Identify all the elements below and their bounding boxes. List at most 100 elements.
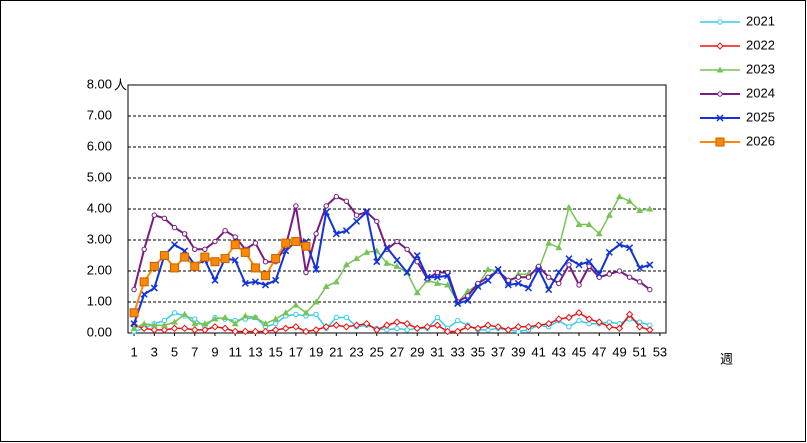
data-point [383,321,391,329]
data-point [616,268,623,274]
data-point [555,244,563,251]
data-point [192,246,198,253]
data-point [139,277,149,287]
data-point [393,256,401,264]
data-point [626,244,634,252]
data-point [129,308,139,318]
x-tick-label: 9 [211,344,218,359]
data-point [353,217,361,225]
x-tick-label: 51 [632,344,646,359]
data-point [149,261,159,271]
series-line [133,208,651,325]
data-point [433,273,441,281]
data-point [342,227,350,235]
data-point [140,320,148,327]
data-point [464,296,472,304]
data-point [240,247,250,257]
data-point [575,221,583,227]
data-point [312,265,320,273]
legend-marker [716,66,724,73]
data-point [595,270,603,278]
data-point [181,231,188,237]
data-point [404,327,410,333]
data-point [433,279,441,286]
data-point [140,290,148,298]
data-point [545,286,553,294]
data-point [514,270,522,277]
x-tick-label: 11 [228,344,242,359]
y-tick-label: 5.00 [87,169,112,184]
data-point [250,263,260,273]
data-point [332,321,341,329]
x-tick-label: 1 [130,344,137,359]
data-point [302,327,310,336]
data-point [161,215,168,222]
data-point [565,203,573,210]
x-tick-label: 5 [171,344,178,359]
data-point [383,259,391,266]
data-point [251,327,260,336]
data-point [272,315,280,322]
data-point [545,239,553,246]
x-tick-label: 49 [612,344,626,359]
data-point [150,326,159,334]
data-point [637,279,643,285]
x-tick-label: 21 [329,344,343,359]
data-point [202,246,208,253]
data-point [252,240,259,246]
data-point [575,261,583,269]
data-point [262,259,269,265]
data-point [484,321,492,329]
data-point [404,246,410,253]
data-point [190,261,200,271]
data-point [413,324,421,333]
data-point [423,323,432,331]
x-tick-label: 37 [491,344,505,359]
data-point [181,310,189,317]
data-point [251,278,259,286]
x-tick-label: 35 [471,344,485,359]
data-point [606,271,613,277]
data-point [494,323,502,331]
data-point [292,323,300,331]
data-point [262,320,270,327]
data-point [210,257,220,267]
data-point [534,321,543,329]
data-point [373,258,381,266]
data-point [535,265,543,273]
data-point [566,262,572,268]
data-point [292,301,300,308]
data-point [575,309,583,317]
data-point [394,325,400,332]
data-point [231,256,239,264]
legend-label: 2022 [746,37,775,52]
data-point [313,311,319,318]
data-point [271,254,281,264]
data-point [615,324,624,333]
data-point [282,309,290,316]
data-point [636,207,644,214]
data-point [333,314,340,321]
data-point [514,323,523,331]
data-point [150,284,158,292]
data-point [423,273,431,281]
data-point [394,238,400,245]
data-point [403,269,411,277]
data-point [151,212,157,218]
data-point [544,319,553,328]
data-point [434,269,441,276]
data-point [605,211,613,218]
data-point [514,279,522,287]
data-point [484,276,492,284]
data-point [332,230,340,238]
data-point [524,323,533,331]
data-point [363,248,371,255]
data-point [443,327,452,336]
series [130,309,654,336]
data-point [646,326,654,334]
data-point [555,315,563,323]
y-tick-label: 2.00 [87,262,112,277]
x-tick-label: 41 [531,344,545,359]
data-point [413,289,421,296]
x-tick-label: 13 [248,344,262,359]
